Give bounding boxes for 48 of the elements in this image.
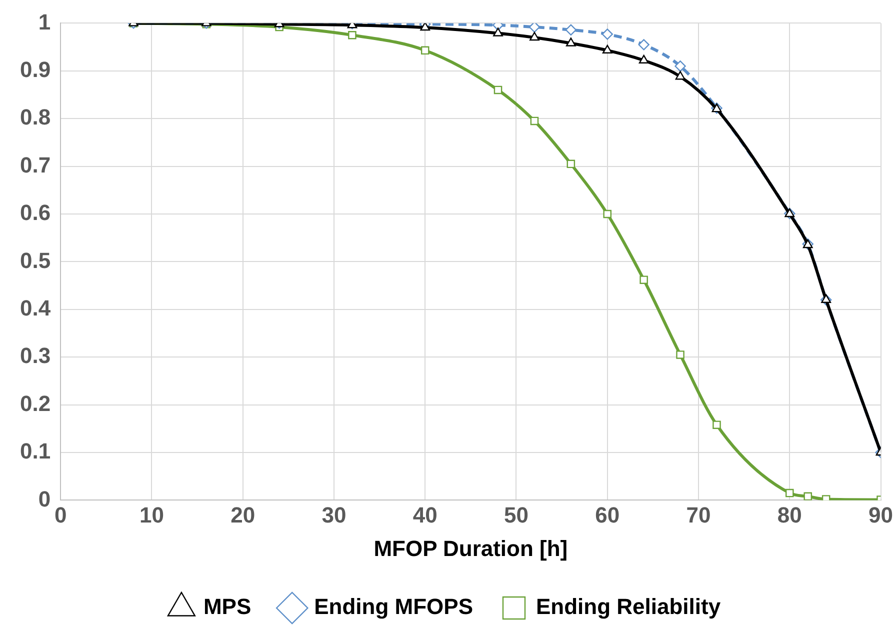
x-axis-title: MFOP Duration [h] bbox=[374, 536, 568, 561]
point bbox=[420, 46, 430, 55]
y-tick-label: 0.8 bbox=[20, 104, 51, 130]
y-tick-label: 0.9 bbox=[20, 56, 51, 82]
point bbox=[602, 44, 612, 54]
legend-label: MPS bbox=[203, 594, 252, 620]
x-tick-label: 50 bbox=[504, 502, 528, 528]
point bbox=[821, 294, 832, 303]
point bbox=[675, 71, 686, 80]
x-tick-label: 90 bbox=[868, 502, 894, 528]
x-tick-label: 80 bbox=[777, 502, 802, 528]
point bbox=[530, 116, 539, 126]
legend-label: Ending MFOPS bbox=[314, 594, 474, 620]
point bbox=[493, 28, 503, 36]
point bbox=[530, 32, 540, 41]
y-tick-label: 1 bbox=[38, 9, 51, 34]
point bbox=[638, 39, 650, 50]
y-tick-label: 0.7 bbox=[20, 152, 51, 178]
x-tick-label: 10 bbox=[139, 502, 164, 528]
point bbox=[786, 488, 794, 498]
y-tick-label: 0.6 bbox=[20, 200, 51, 226]
x-tick-label: 70 bbox=[686, 502, 711, 528]
point bbox=[566, 160, 576, 168]
y-tick-label: 0.5 bbox=[20, 248, 51, 273]
point bbox=[712, 420, 721, 429]
x-tick-label: 30 bbox=[322, 502, 346, 528]
y-tick-label: 0.1 bbox=[20, 438, 51, 464]
point bbox=[804, 492, 812, 500]
x-tick-label: 40 bbox=[412, 502, 438, 528]
point bbox=[566, 38, 576, 46]
x-tick-label: 60 bbox=[595, 502, 620, 528]
point bbox=[565, 24, 577, 36]
point bbox=[348, 30, 356, 40]
point bbox=[640, 276, 648, 284]
point bbox=[674, 60, 686, 72]
point bbox=[676, 350, 684, 359]
y-tick-label: 0.3 bbox=[20, 343, 51, 368]
y-tick-label: 0.4 bbox=[20, 295, 52, 320]
x-tick-label: 20 bbox=[230, 502, 256, 528]
point bbox=[603, 210, 612, 218]
y-tick-label: 0.2 bbox=[20, 390, 51, 416]
x-tick-label: 0 bbox=[54, 502, 67, 528]
legend-label: Ending Reliability bbox=[536, 594, 722, 620]
point bbox=[638, 54, 649, 64]
point bbox=[528, 23, 540, 33]
y-tick-label: 0 bbox=[38, 486, 51, 512]
point bbox=[494, 86, 502, 94]
point bbox=[602, 28, 613, 40]
